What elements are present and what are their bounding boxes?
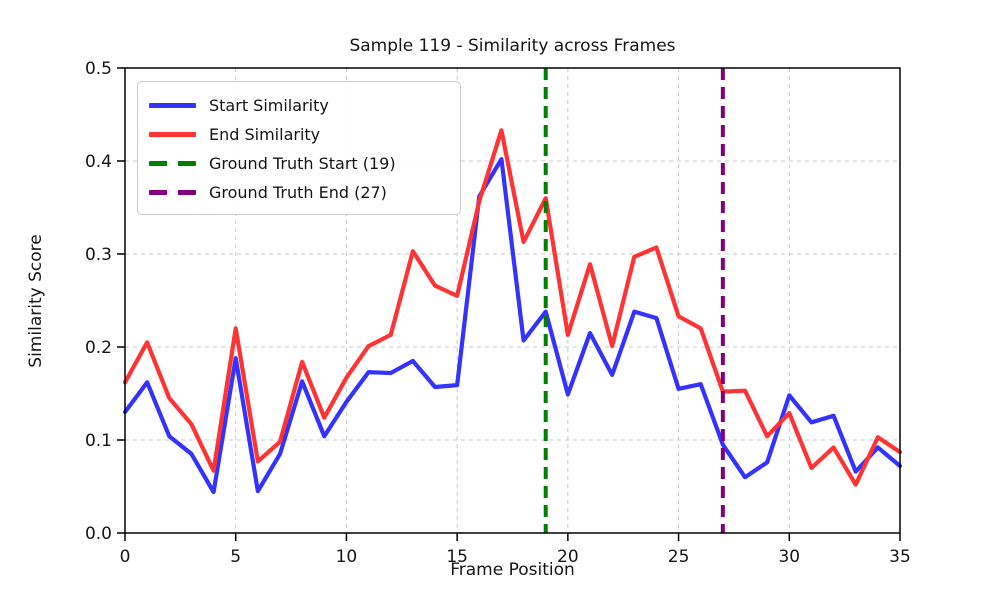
y-tick-label: 0.4	[85, 152, 112, 172]
legend-label: Ground Truth End (27)	[209, 183, 387, 202]
chart-title: Sample 119 - Similarity across Frames	[349, 36, 676, 56]
legend-label: Start Similarity	[209, 96, 329, 115]
y-tick-label: 0.5	[85, 59, 112, 79]
x-tick-label: 25	[668, 547, 690, 567]
x-tick-label: 35	[889, 547, 911, 567]
legend-entry-ground-truth-end: Ground Truth End (27)	[149, 178, 460, 207]
ground-truth-end-line-sample	[149, 190, 196, 195]
x-tick-label: 10	[336, 547, 358, 567]
ground-truth-start-line-sample	[149, 161, 196, 166]
x-tick-label: 0	[120, 547, 131, 567]
x-axis-label: Frame Position	[450, 560, 575, 580]
start-similarity-line-sample	[149, 103, 196, 108]
legend-entry-ground-truth-start: Ground Truth Start (19)	[149, 149, 460, 178]
y-tick-label: 0.3	[85, 245, 112, 265]
x-tick-label: 30	[778, 547, 800, 567]
y-tick-label: 0.2	[85, 338, 112, 358]
start-similarity-line	[122, 157, 903, 495]
x-tick-label: 5	[230, 547, 241, 567]
legend: Start Similarity End Similarity Ground T…	[137, 81, 461, 215]
x-tick-label: 15	[446, 547, 468, 567]
end-similarity-line-sample	[149, 132, 196, 137]
x-tick-label: 20	[557, 547, 579, 567]
legend-entry-start-similarity: Start Similarity	[149, 91, 460, 120]
legend-label: Ground Truth Start (19)	[209, 154, 396, 173]
y-tick-label: 0.0	[85, 524, 112, 544]
end-similarity-line	[122, 128, 903, 487]
legend-entry-end-similarity: End Similarity	[149, 120, 460, 149]
axes-spines	[124, 67, 901, 534]
y-tick-label: 0.1	[85, 431, 112, 451]
legend-label: End Similarity	[209, 125, 321, 144]
